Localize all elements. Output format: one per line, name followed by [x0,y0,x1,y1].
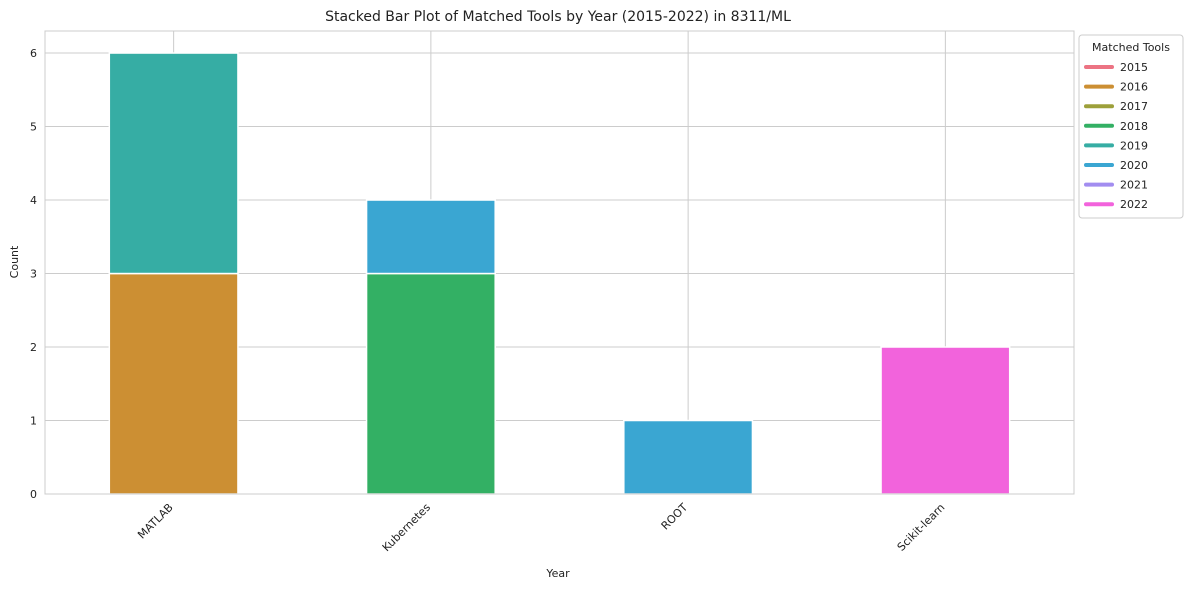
y-axis-label: Count [8,245,21,278]
legend-label-2018: 2018 [1120,120,1148,133]
x-tick-label: Kubernetes [380,501,433,554]
y-tick-label: 2 [30,341,37,354]
y-tick-label: 1 [30,415,37,428]
legend: Matched Tools 2015 2016 2017 2018 2019 2020 20… [1078,34,1184,219]
legend-label-2020: 2020 [1120,159,1148,172]
legend-label-2021: 2021 [1120,179,1148,192]
bar-matlab-2016 [108,272,239,495]
legend-label-2022: 2022 [1120,198,1148,211]
y-tick-label: 5 [30,121,37,134]
x-tick-label: ROOT [659,501,691,533]
chart-title: Stacked Bar Plot of Matched Tools by Yea… [325,9,791,25]
bar-kubernetes-2018 [365,272,496,495]
y-tick-label: 0 [30,488,37,501]
plot-frame [44,30,1075,495]
legend-label-2015: 2015 [1120,61,1148,74]
y-tick-label: 3 [30,268,37,281]
legend-label-2017: 2017 [1120,100,1148,113]
legend-frame [1078,34,1184,219]
bar-root-2020 [623,419,754,495]
legend-label-2019: 2019 [1120,139,1148,152]
x-tick-label: Scikit-learn [895,501,948,554]
legend-label-2016: 2016 [1120,81,1148,94]
bar-scikit-learn-2022 [880,346,1011,495]
bar-matlab-2019 [108,52,239,275]
y-tick-label: 6 [30,47,37,60]
x-axis-label: Year [545,567,570,580]
bar-kubernetes-2020 [365,199,496,275]
x-tick-label: MATLAB [135,501,176,542]
y-tick-label: 4 [30,194,37,207]
legend-title: Matched Tools [1092,41,1170,54]
